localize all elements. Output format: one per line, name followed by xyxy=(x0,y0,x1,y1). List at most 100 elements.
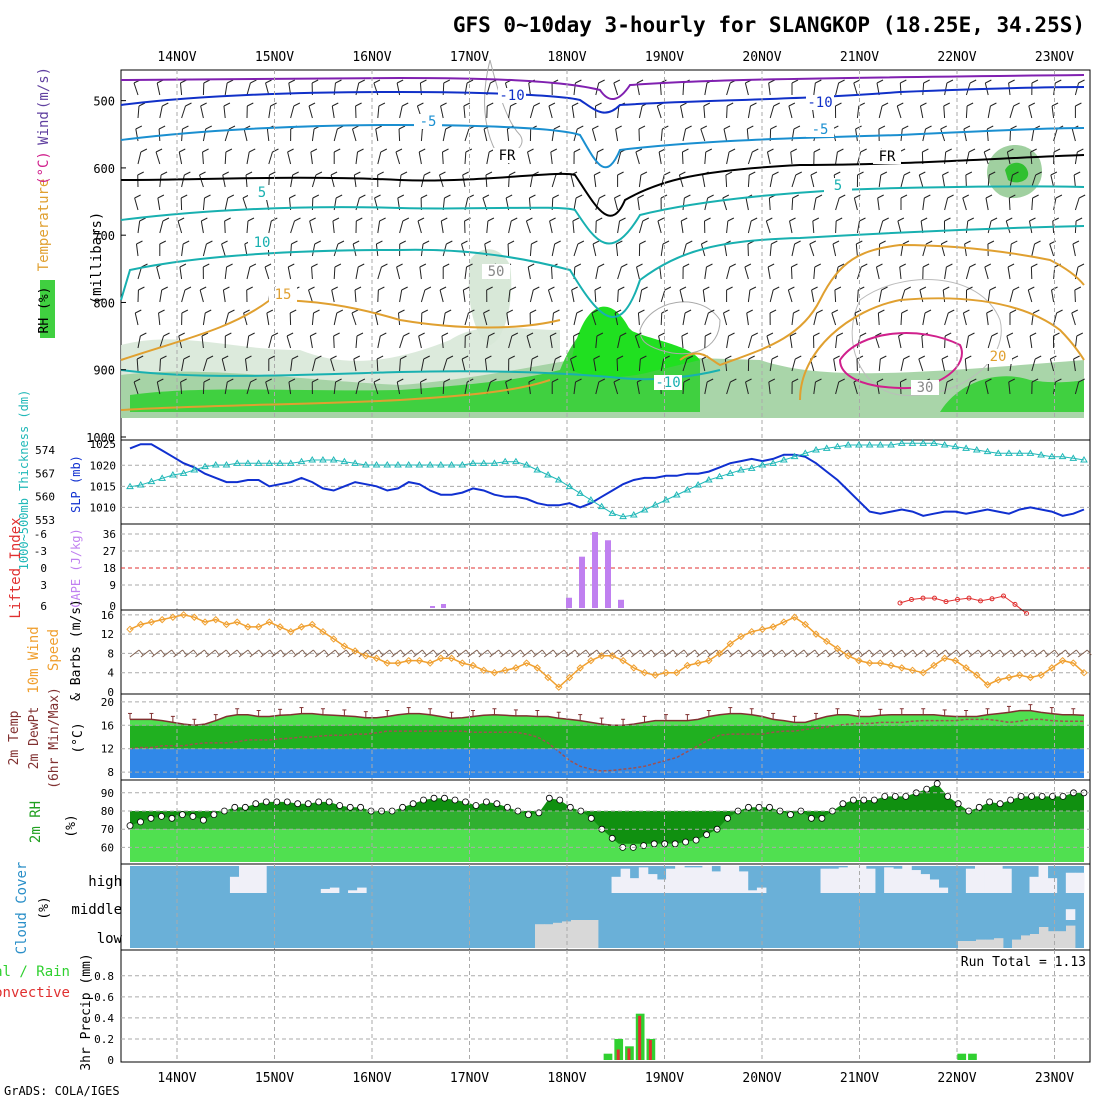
contour-label: -10 xyxy=(655,375,680,391)
wind-barb-flag xyxy=(924,195,930,198)
cloud-cell-high xyxy=(693,867,702,893)
precip-tick-label: 0 xyxy=(107,1054,114,1067)
precip-tick-label: 0.4 xyxy=(94,1012,114,1025)
wind-barb xyxy=(592,129,595,141)
wind-barb-flag xyxy=(680,287,686,290)
wind-barb xyxy=(748,336,751,348)
wind-barb xyxy=(617,359,618,371)
wind-barb-flag xyxy=(265,264,271,267)
wind-barb xyxy=(791,267,792,279)
wind-barb-flag xyxy=(969,149,975,152)
wind-barb-flag xyxy=(593,241,599,244)
rh2m-point xyxy=(200,817,206,823)
cape-bar xyxy=(430,606,435,608)
wind-barb-flag xyxy=(136,126,142,129)
wind-barb-flag xyxy=(772,356,778,359)
bottom-x-tick-label: 22NOV xyxy=(937,1071,976,1086)
cloud-cell-high xyxy=(866,869,875,893)
wind-barb xyxy=(836,336,837,348)
wind-barb-flag xyxy=(529,195,535,198)
wind-barb-flag xyxy=(228,310,234,313)
wind-barb xyxy=(901,313,902,325)
wind-barb-flag xyxy=(422,310,428,313)
cloud-cell-low xyxy=(1021,935,1030,948)
precip-legend-total: Total / Rain xyxy=(0,964,70,980)
contour-label: 5 xyxy=(834,178,842,194)
wind-barb-flag xyxy=(1074,356,1080,359)
wind10m-barb-flag xyxy=(782,650,786,655)
wind-barb xyxy=(200,290,203,302)
wind-barb-flag xyxy=(1053,333,1059,336)
wind10m-barb-flag xyxy=(346,650,350,655)
wind-barb xyxy=(528,152,531,164)
wind-barb-flag xyxy=(312,264,318,267)
wind10m-barb-flag xyxy=(215,650,219,655)
wind-barb xyxy=(767,152,770,164)
wind10m-barb-flag xyxy=(1022,650,1026,655)
wind-barb-flag xyxy=(354,356,360,359)
wind-barb-flag xyxy=(767,333,773,336)
wind-barb xyxy=(203,152,204,164)
wind-barb xyxy=(465,152,466,164)
wind-barb-flag xyxy=(528,264,534,267)
wind-barb xyxy=(182,106,186,118)
wind-barb-flag xyxy=(817,310,823,313)
wind-barb xyxy=(573,221,574,233)
wind-barb-flag xyxy=(159,310,165,313)
wind-barb-flag xyxy=(575,264,581,267)
rh2m-point xyxy=(169,815,175,821)
temp-tick-label: 20 xyxy=(101,696,114,709)
rh2m-axis-label: 2m RH xyxy=(28,801,44,843)
wind-barb-flag xyxy=(442,333,448,336)
cloud-cell-low xyxy=(958,941,967,948)
wind-barb-flag xyxy=(200,172,206,175)
cloud-cell-high xyxy=(330,888,339,893)
wind-barb-flag xyxy=(926,126,932,129)
wind-barb xyxy=(790,336,792,348)
wind-barb xyxy=(876,267,879,279)
wind-barb-flag xyxy=(767,149,773,152)
cloud-axis-label: Cloud Cover xyxy=(14,862,30,955)
wind-barb xyxy=(509,221,512,233)
rh2m-point xyxy=(871,797,877,803)
wind-barb-flag xyxy=(988,241,994,244)
wind-barb-flag xyxy=(354,172,360,175)
wind-barb-flag xyxy=(985,80,991,83)
rh2m-point xyxy=(976,804,982,810)
top-x-tick-label: 18NOV xyxy=(547,50,586,65)
wind-barb-flag xyxy=(379,103,385,106)
wind-barb xyxy=(836,221,837,233)
wind10m-barb-flag xyxy=(804,650,808,655)
wind-barb-flag xyxy=(378,172,384,175)
wind10m-barb-flag xyxy=(1033,650,1037,655)
wind-barb xyxy=(898,221,901,233)
wind-barb-flag xyxy=(375,195,381,198)
wind10m-barb-flag xyxy=(324,650,328,655)
wind-barb xyxy=(638,198,640,210)
cloud-cell-middle xyxy=(1066,909,1075,920)
wind-barb xyxy=(596,267,598,279)
wind-barb-flag xyxy=(1057,310,1063,313)
wind-barb-flag xyxy=(640,241,646,244)
temp-tick-label: 16 xyxy=(101,719,114,732)
wind-barb-flag xyxy=(770,310,776,313)
wind-barb-flag xyxy=(727,103,733,106)
wind-barb-flag xyxy=(1035,356,1041,359)
wind-barb xyxy=(291,244,292,256)
wind-barb-flag xyxy=(942,356,948,359)
top-x-tick-label: 14NOV xyxy=(157,50,196,65)
wind-barb xyxy=(679,175,683,187)
cape-bar xyxy=(605,540,611,608)
wind-barb-flag xyxy=(162,287,168,290)
wind-barb xyxy=(1052,106,1054,118)
wind-barb-flag xyxy=(443,149,449,152)
wind-barb-flag xyxy=(206,126,212,129)
wind-barb xyxy=(378,152,381,164)
wind-barb xyxy=(1030,336,1032,348)
temp-tick-label: 12 xyxy=(101,743,114,756)
wind-barb-flag xyxy=(1055,80,1061,83)
wind-barb-flag xyxy=(664,172,670,175)
wind-barb-flag xyxy=(1072,310,1078,313)
wind-barb-flag xyxy=(136,241,142,244)
cloud-cell-high xyxy=(839,867,848,893)
